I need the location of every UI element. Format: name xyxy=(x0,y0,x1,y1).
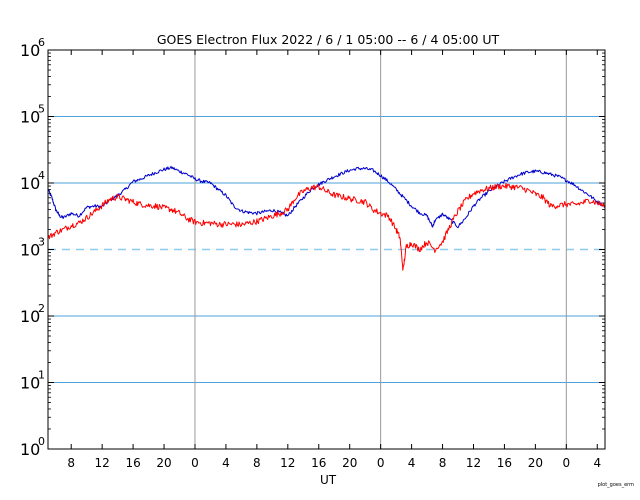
series-line-red xyxy=(47,182,606,271)
x-tick-label: 16 xyxy=(311,456,326,470)
x-tick-label: 20 xyxy=(528,456,543,470)
x-tick-label: 4 xyxy=(222,456,230,470)
y-tick-exponent: 1 xyxy=(38,369,45,382)
x-tick-label: 12 xyxy=(95,456,110,470)
x-tick-label: 20 xyxy=(342,456,357,470)
x-tick-label: 8 xyxy=(439,456,447,470)
series-line-blue xyxy=(47,165,606,229)
x-tick-label: 4 xyxy=(593,456,601,470)
y-tick-exponent: 0 xyxy=(38,435,45,448)
x-tick-label: 16 xyxy=(497,456,512,470)
plot-frame xyxy=(47,49,606,450)
chart-title: GOES Electron Flux 2022 / 6 / 1 05:00 --… xyxy=(157,32,500,47)
x-tick-label: 16 xyxy=(125,456,140,470)
x-tick-label: 12 xyxy=(280,456,295,470)
y-tick-label: 10 xyxy=(20,440,40,459)
x-tick-label: 12 xyxy=(466,456,481,470)
axis-layer: 8 12 16 20 0 4 8 12 16 20 0 4 8 12 16 20 0 41001011021031… xyxy=(20,36,605,470)
y-tick-label: 10 xyxy=(20,174,40,193)
x-tick-label: 0 xyxy=(562,456,570,470)
x-tick-label: 0 xyxy=(377,456,385,470)
x-tick-label: 8 xyxy=(67,456,75,470)
x-axis-label: UT xyxy=(320,473,337,487)
y-tick-exponent: 3 xyxy=(38,236,45,249)
y-tick-label: 10 xyxy=(20,307,40,326)
y-tick-exponent: 4 xyxy=(38,169,45,182)
x-tick-label: 20 xyxy=(156,456,171,470)
x-tick-label: 8 xyxy=(253,456,261,470)
x-tick-label: 0 xyxy=(191,456,199,470)
series-layer xyxy=(47,165,606,271)
x-tick-label: 4 xyxy=(408,456,416,470)
y-tick-exponent: 2 xyxy=(38,302,45,315)
y-tick-label: 10 xyxy=(20,241,40,260)
credit-label: plot_goes_erm xyxy=(598,482,635,488)
y-tick-exponent: 5 xyxy=(38,103,45,116)
y-tick-label: 10 xyxy=(20,41,40,60)
y-tick-exponent: 6 xyxy=(38,36,45,49)
grid-layer xyxy=(48,50,605,449)
y-tick-label: 10 xyxy=(20,108,40,127)
y-tick-label: 10 xyxy=(20,374,40,393)
